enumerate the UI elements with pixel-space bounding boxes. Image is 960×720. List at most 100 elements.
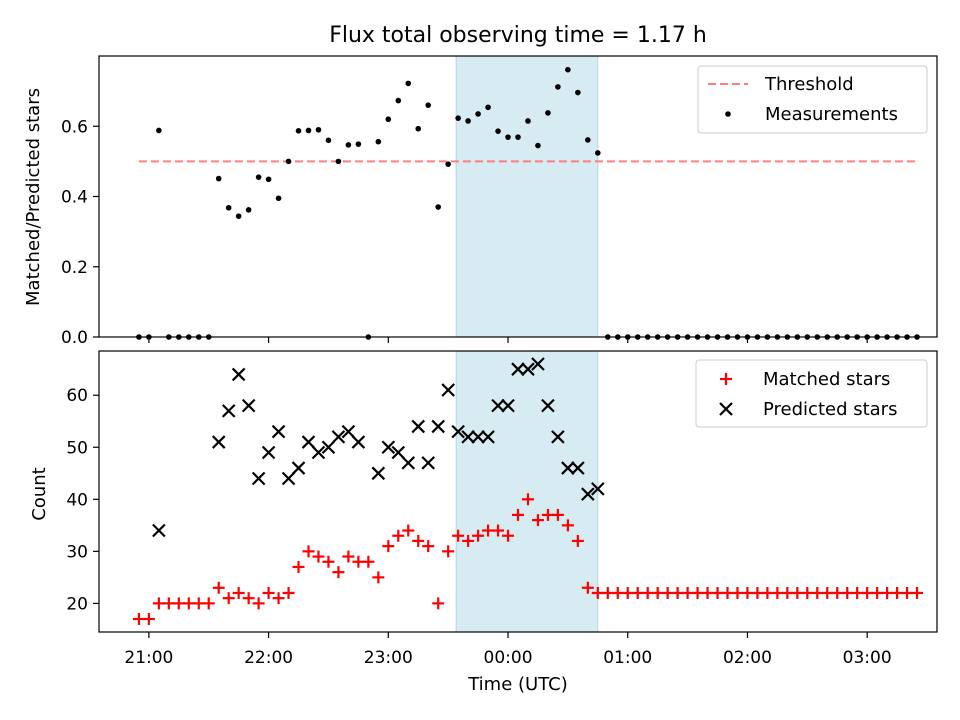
- matched-star-point: [432, 597, 445, 610]
- predicted-star-point: [421, 456, 435, 470]
- matched-star-point: [472, 529, 485, 542]
- measurement-point: [515, 134, 521, 140]
- measurement-point: [585, 137, 591, 143]
- measurement-point: [445, 161, 451, 167]
- matched-star-point: [911, 586, 924, 599]
- matched-star-point: [312, 550, 325, 563]
- predicted-star-point: [471, 430, 485, 444]
- top-y-tick-label: 0.6: [61, 117, 88, 137]
- measurement-point: [355, 141, 362, 147]
- measurement-point: [405, 80, 412, 87]
- predicted-star-point: [551, 430, 565, 444]
- matched-star-point: [502, 529, 515, 542]
- matched-star-point: [422, 540, 435, 553]
- predicted-star-point: [371, 466, 386, 481]
- matched-star-point: [531, 514, 544, 527]
- x-tick-label: 23:00: [364, 648, 413, 668]
- matched-star-point: [232, 586, 245, 599]
- measurement-point: [305, 127, 312, 134]
- predicted-star-point: [231, 367, 246, 382]
- measurement-point: [595, 150, 601, 156]
- legend-measurements-label: Measurements: [765, 104, 898, 125]
- matched-star-point: [462, 534, 475, 547]
- measurement-point: [156, 127, 162, 134]
- matched-star-point: [412, 534, 425, 547]
- x-tick-label: 03:00: [843, 648, 892, 668]
- measurement-point: [275, 195, 282, 202]
- legend-measurements-swatch: [725, 111, 731, 117]
- predicted-star-point: [271, 424, 286, 439]
- chart-title: Flux total observing time = 1.17 h: [329, 23, 707, 48]
- measurement-point: [555, 84, 561, 90]
- matched-star-point: [571, 534, 584, 547]
- predicted-star-point: [591, 482, 605, 496]
- predicted-star-point: [301, 435, 316, 449]
- matched-star-point: [302, 545, 315, 558]
- predicted-star-point: [451, 424, 465, 439]
- bottom-legend: Matched stars Predicted stars: [695, 359, 928, 428]
- measurement-point: [225, 204, 232, 211]
- predicted-star-point: [381, 440, 396, 455]
- predicted-star-point: [311, 445, 326, 460]
- top-y-tick-label: 0.4: [61, 188, 88, 208]
- matched-star-point: [372, 571, 385, 584]
- measurement-point: [245, 207, 252, 213]
- predicted-star-point: [531, 357, 545, 371]
- predicted-star-point: [401, 456, 416, 470]
- predicted-star-point: [581, 487, 595, 501]
- predicted-star-point: [221, 404, 236, 418]
- predicted-star-point: [491, 398, 505, 413]
- measurement-point: [215, 175, 222, 182]
- legend-matched-label: Matched stars: [763, 369, 890, 390]
- legend-threshold-label: Threshold: [764, 74, 854, 95]
- measurement-point: [535, 142, 541, 149]
- measurement-point: [285, 158, 292, 165]
- bottom-y-axis: 20 30 40 50 60: [66, 386, 99, 614]
- matched-stars-points: [132, 493, 924, 625]
- predicted-star-point: [441, 383, 455, 397]
- measurement-point: [545, 110, 551, 116]
- top-span-shade: [455, 55, 599, 338]
- matched-star-point: [581, 581, 594, 594]
- top-plot-frame: [98, 55, 938, 338]
- bottom-plot-frame: [98, 350, 938, 633]
- measurement-point: [455, 115, 461, 121]
- matched-star-point: [212, 581, 225, 594]
- predicted-star-point: [281, 471, 296, 486]
- measurement-point: [505, 134, 511, 140]
- predicted-star-point: [411, 419, 426, 434]
- bottom-span-shade: [455, 350, 599, 633]
- matched-star-point: [362, 555, 375, 568]
- matched-star-point: [142, 612, 155, 625]
- measurement-point: [435, 204, 441, 210]
- matched-star-point: [242, 592, 255, 605]
- measurement-point: [255, 174, 262, 180]
- bottom-y-tick-label: 20: [66, 594, 88, 614]
- matched-star-point: [272, 592, 285, 605]
- matched-star-point: [282, 586, 295, 599]
- measurement-point: [235, 213, 242, 219]
- predicted-star-point: [251, 471, 266, 486]
- measurement-point: [325, 137, 332, 144]
- measurement-point: [525, 118, 531, 124]
- predicted-star-point: [321, 440, 336, 455]
- bottom-x-axis: 21:00 22:00 23:00 00:00 01:00 02:00 03:00: [124, 632, 892, 668]
- matched-star-point: [392, 529, 405, 542]
- x-tick-label: 21:00: [124, 648, 173, 668]
- predicted-star-point: [461, 430, 475, 444]
- bottom-y-tick-label: 60: [66, 386, 88, 406]
- x-tick-label: 02:00: [723, 648, 772, 668]
- matched-star-point: [222, 592, 235, 605]
- top-x-axis: [148, 337, 868, 343]
- matched-star-point: [452, 529, 465, 542]
- matched-star-point: [402, 524, 415, 537]
- predicted-star-point: [241, 398, 256, 413]
- legend-matched-swatch: [720, 373, 732, 385]
- top-y-label: Matched/Predicted stars: [23, 88, 44, 306]
- predicted-star-point: [541, 398, 555, 413]
- predicted-star-point: [521, 362, 535, 376]
- measurement-point: [565, 66, 571, 73]
- matched-star-point: [292, 560, 305, 573]
- measurement-point: [385, 116, 392, 123]
